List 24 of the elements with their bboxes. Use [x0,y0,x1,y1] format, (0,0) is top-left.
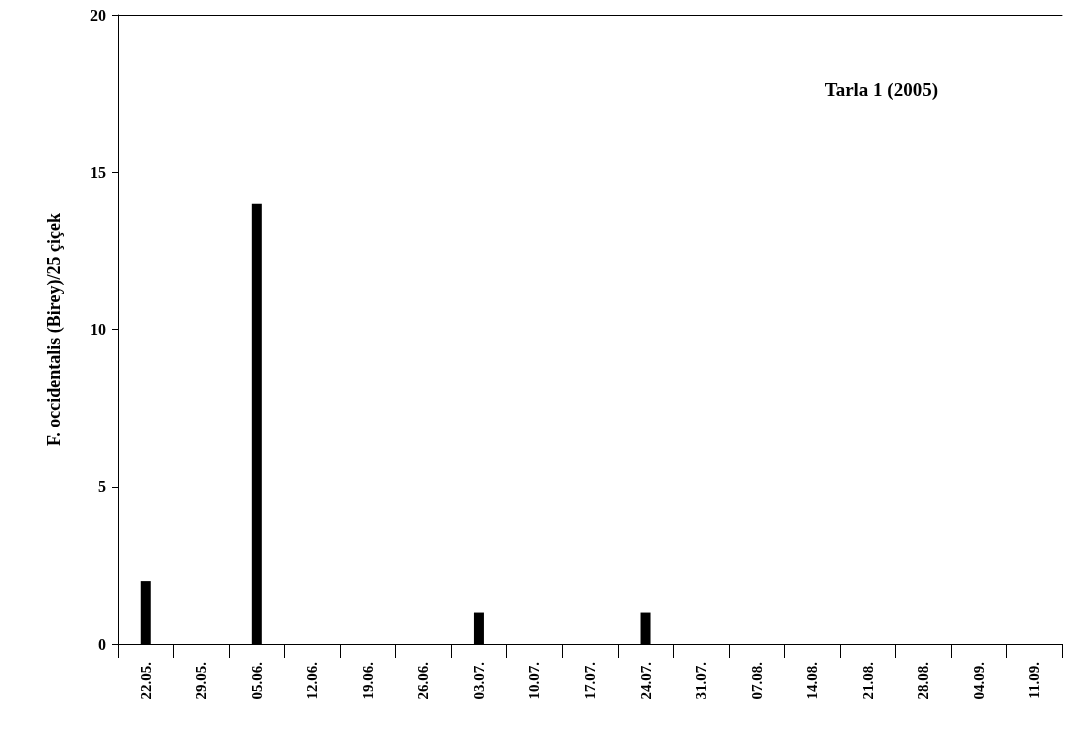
x-tick-label: 14.08. [804,661,821,700]
x-tick-label: 31.07. [693,661,710,700]
y-tick-label: 0 [98,635,106,653]
x-tick-label: 26.06. [415,661,432,700]
x-tick-label: 03.07. [470,661,487,700]
text: Tarla 1 (2005) [824,79,938,101]
x-tick-label: 10.07. [526,661,543,700]
x-tick-label: 19.06. [359,661,376,700]
y-axis-title: F. occidentalis (Birey)/25 çiçek [44,213,65,446]
x-tick-label: 24.07. [637,661,654,700]
x-tick-label: 21.08. [859,661,876,700]
x-tick-label: 29.05. [193,661,210,700]
x-tick-label: 04.09. [970,661,987,700]
x-tick-label: 05.06. [248,661,265,700]
x-tick-label: 17.07. [582,661,598,700]
x-tick-label: 11.09. [1026,661,1043,699]
y-tick-label: 15 [90,163,106,181]
x-tick-label: 28.08. [915,661,932,700]
x-tick-label: 12.06. [304,661,321,700]
y-tick-label: 5 [98,478,106,496]
x-tick-label: 07.08. [748,661,765,700]
y-tick-label: 20 [90,6,106,24]
x-tick-label: 22.05. [137,661,154,700]
y-tick-label: 10 [90,321,106,338]
